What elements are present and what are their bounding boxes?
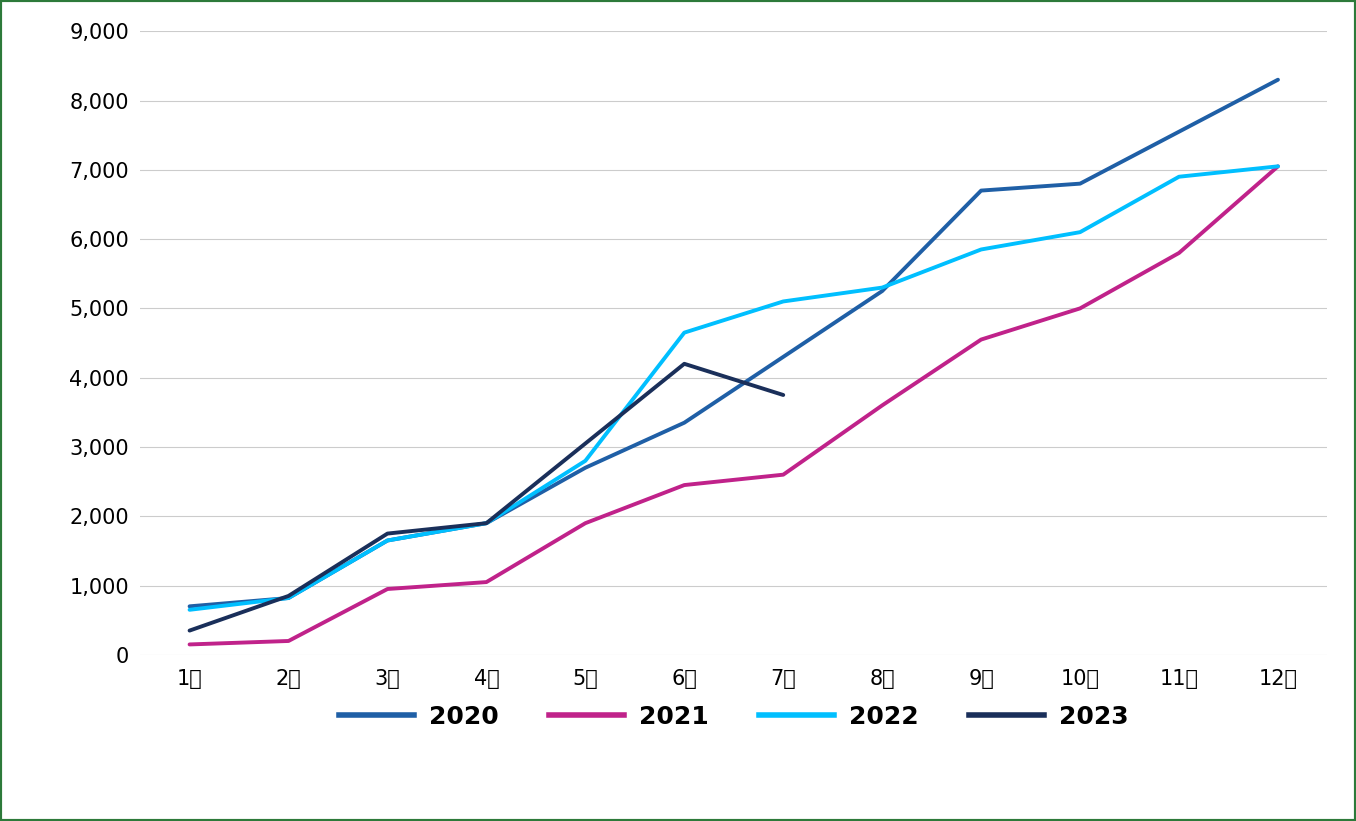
Legend: 2020, 2021, 2022, 2023: 2020, 2021, 2022, 2023: [330, 695, 1138, 739]
